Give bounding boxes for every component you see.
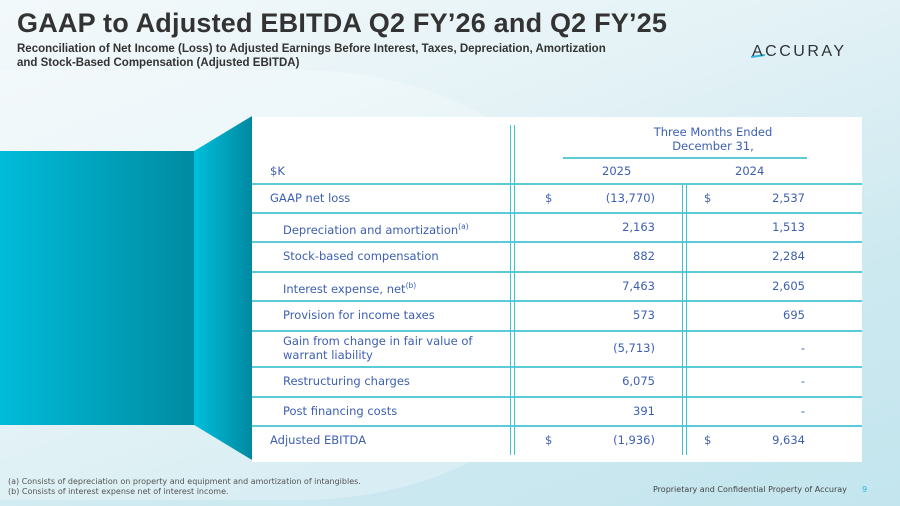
row-label: Depreciation and amortization(a) <box>283 220 469 237</box>
page-title: GAAP to Adjusted EBITDA Q2 FY’26 and Q2 … <box>17 8 668 38</box>
confidential-notice: Proprietary and Confidential Property of… <box>653 485 847 494</box>
row-label-text: Post financing costs <box>283 403 398 418</box>
value-2025: (5,713) <box>613 341 655 355</box>
value-2024: 9,634 <box>772 433 805 447</box>
column-divider <box>514 125 515 455</box>
value-2024: 2,605 <box>772 278 805 293</box>
accuray-logo: ACCURAY <box>752 43 847 60</box>
value-2024: 2,284 <box>772 249 805 263</box>
decorative-panel-side <box>194 116 252 460</box>
period-header: Three Months Ended December 31, <box>563 125 863 153</box>
value-2025: 573 <box>633 308 655 322</box>
row-rule <box>252 241 862 243</box>
row-label: Gain from change in fair value of warrant… <box>283 334 472 362</box>
value-2025: (13,770) <box>605 190 655 205</box>
row-rule <box>252 396 862 398</box>
footnote-a: (a) Consists of depreciation on property… <box>8 477 361 486</box>
column-divider <box>510 125 511 455</box>
value-2025: 7,463 <box>622 278 655 293</box>
row-label-text: Restructuring charges <box>283 374 410 388</box>
column-divider <box>686 185 687 455</box>
row-rule <box>252 366 862 368</box>
footnote-b: (b) Consists of interest expense net of … <box>8 487 229 496</box>
currency-2024: $ <box>704 433 712 447</box>
row-label-text: GAAP net loss <box>270 190 351 205</box>
row-label: Post financing costs <box>283 404 397 418</box>
currency-2025: $ <box>545 433 553 447</box>
page-number: 9 <box>862 485 868 494</box>
page-subtitle: Reconciliation of Net Income (Loss) to A… <box>17 42 717 70</box>
row-label: GAAP net loss <box>270 191 350 205</box>
period-line-2: December 31, <box>672 139 754 153</box>
currency-2024: $ <box>704 190 712 205</box>
row-rule <box>252 212 862 214</box>
col-header-2025: 2025 <box>602 164 632 178</box>
footnotes: (a) Consists of depreciation on property… <box>8 477 361 497</box>
row-label: Interest expense, net(b) <box>283 279 416 296</box>
row-label-text: Provision for income taxes <box>283 308 435 322</box>
row-rule <box>252 271 862 273</box>
row-rule <box>252 300 862 302</box>
period-rule <box>563 157 807 159</box>
column-divider <box>682 185 683 455</box>
value-2024: - <box>800 403 805 418</box>
row-label-text: Interest expense, net <box>283 281 406 296</box>
footnote-ref: (a) <box>458 221 469 231</box>
value-2025: 391 <box>633 403 655 418</box>
period-line-1: Three Months Ended <box>653 125 773 139</box>
row-label: Provision for income taxes <box>283 308 435 322</box>
row-label: Stock-based compensation <box>283 249 439 263</box>
row-label-text: Adjusted EBITDA <box>270 433 367 447</box>
value-2025: 6,075 <box>622 374 655 388</box>
footnote-ref: (b) <box>405 280 417 290</box>
value-2024: - <box>800 374 805 388</box>
value-2024: - <box>800 341 805 355</box>
value-2024: 695 <box>783 308 805 322</box>
row-rule <box>252 183 862 185</box>
row-rule <box>252 425 862 427</box>
col-header-2024: 2024 <box>735 164 765 178</box>
value-2024: 2,537 <box>772 190 805 205</box>
unit-label: $K <box>270 164 285 178</box>
value-2024: 1,513 <box>772 219 805 234</box>
row-label-text: Stock-based compensation <box>283 249 439 263</box>
row-label-text: Gain from change in fair value of <box>283 334 473 348</box>
ebitda-table: Three Months Ended December 31, $K 2025 … <box>252 117 862 462</box>
decorative-panel <box>0 151 194 425</box>
subtitle-line-1: Reconciliation of Net Income (Loss) to A… <box>17 43 606 55</box>
row-label-text: Depreciation and amortization <box>283 222 459 237</box>
row-rule <box>252 330 862 332</box>
subtitle-line-2: and Stock-Based Compensation (Adjusted E… <box>17 57 300 69</box>
value-2025: 2,163 <box>622 219 655 234</box>
currency-2025: $ <box>545 190 553 205</box>
value-2025: (1,936) <box>613 433 655 447</box>
value-2025: 882 <box>633 249 655 263</box>
row-label: Adjusted EBITDA <box>270 433 366 447</box>
row-label: Restructuring charges <box>283 374 410 388</box>
row-label-line-2: warrant liability <box>283 348 373 362</box>
